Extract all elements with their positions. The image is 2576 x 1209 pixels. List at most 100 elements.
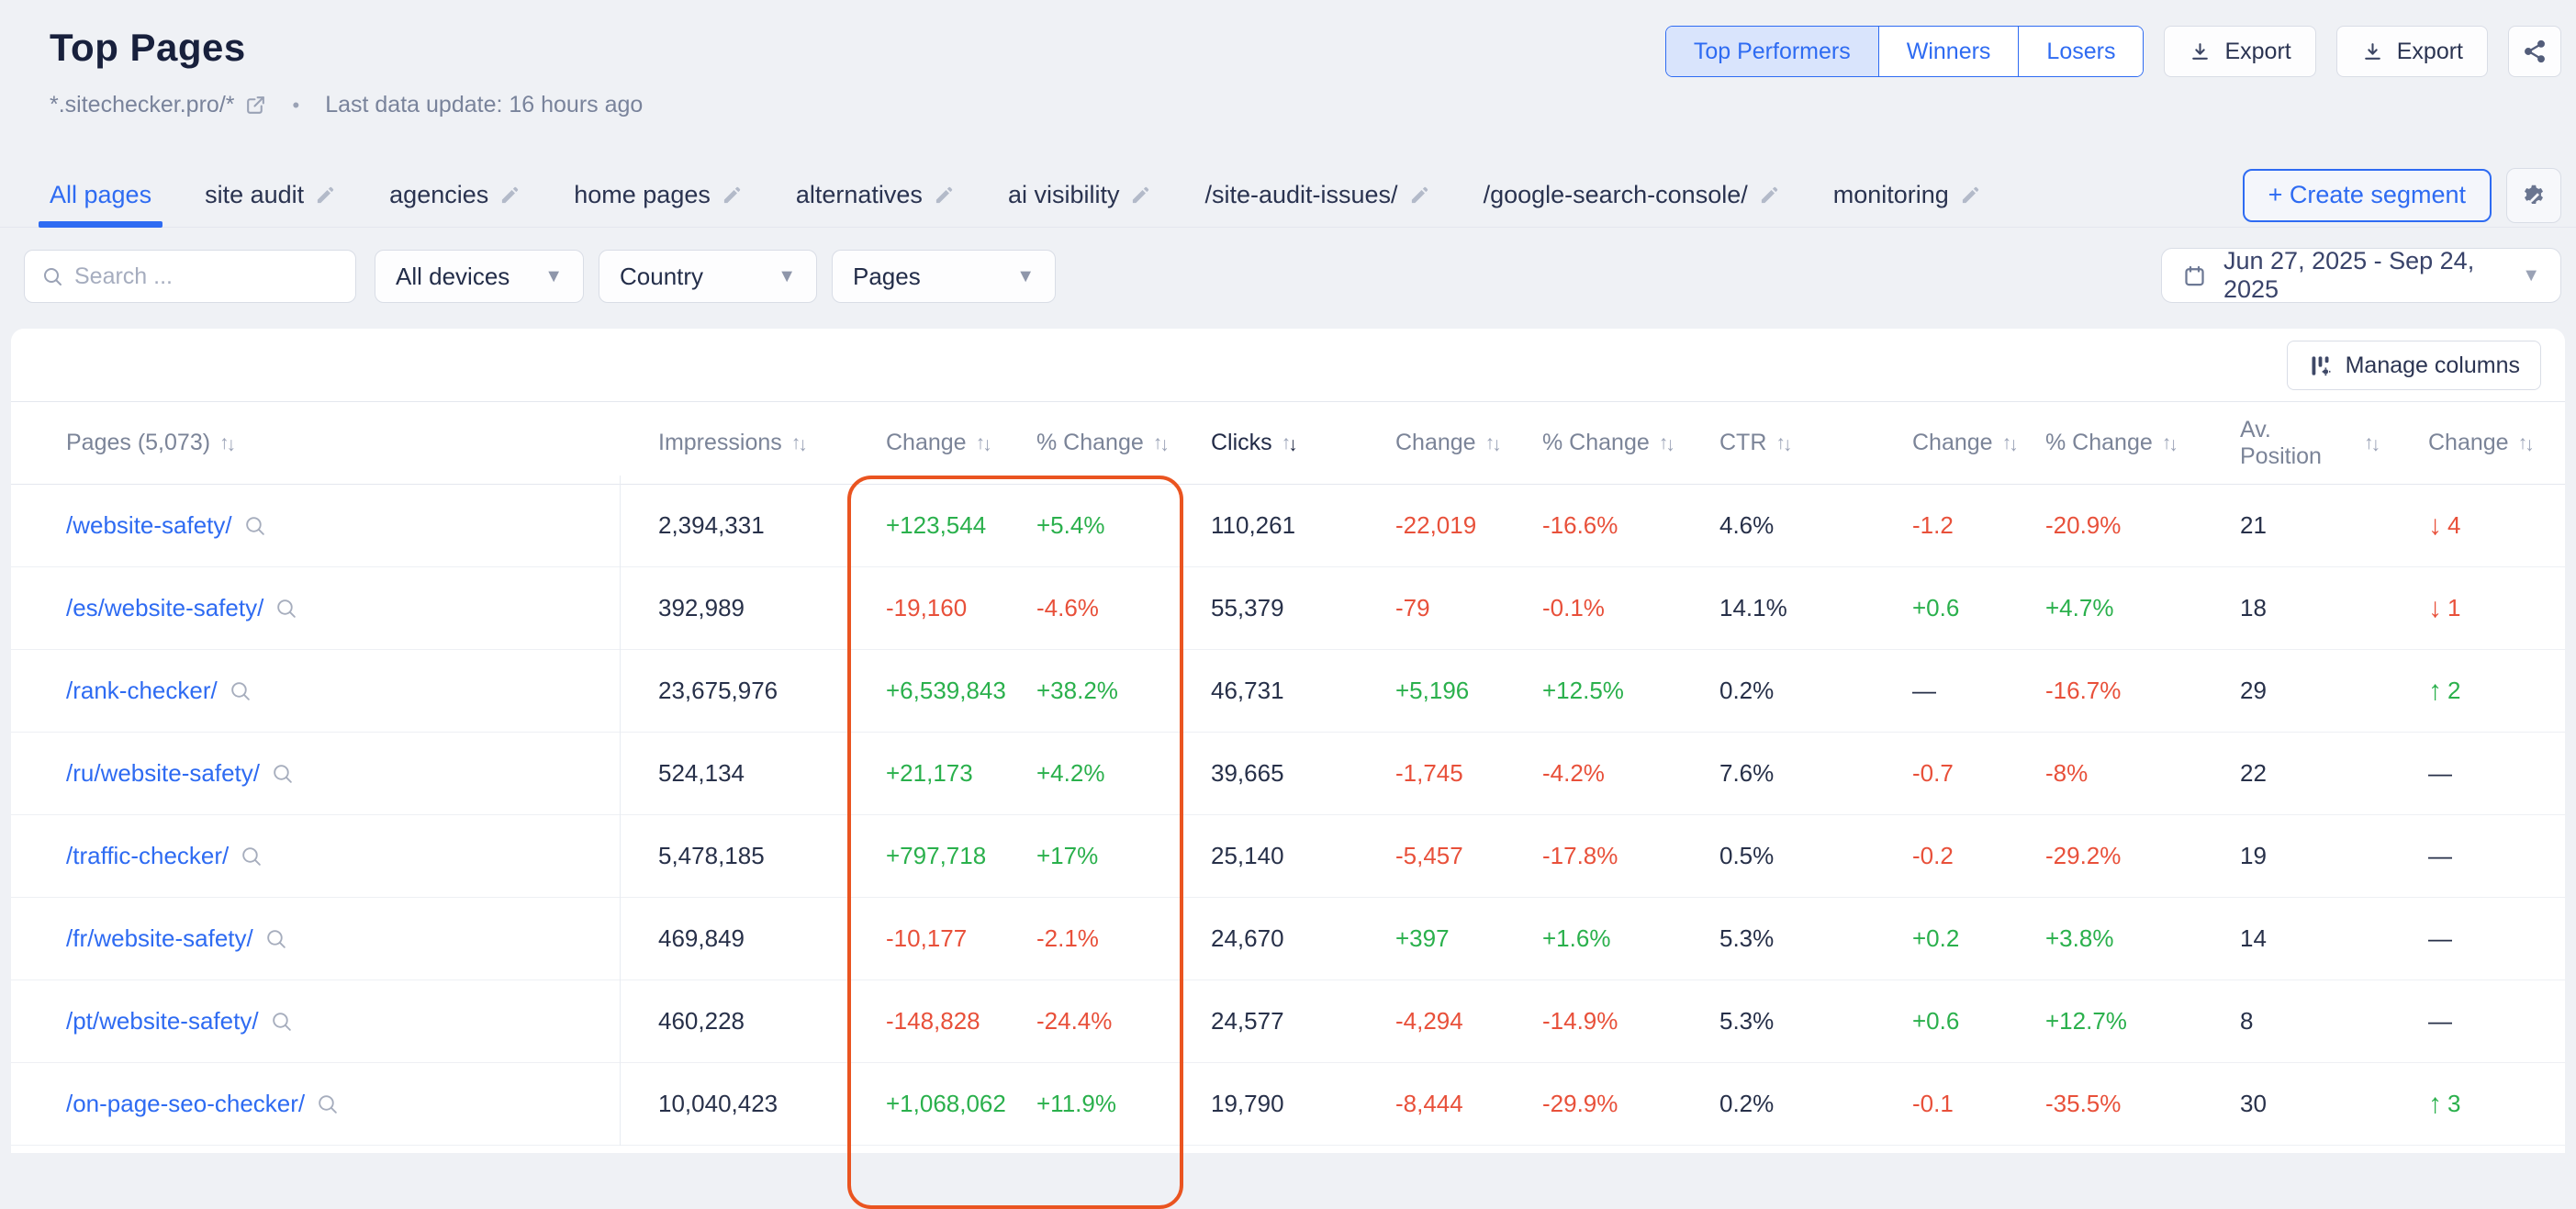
export-button-1[interactable]: Export xyxy=(2164,26,2316,77)
metric-cell: 469,849 xyxy=(658,924,745,952)
tab-monitoring[interactable]: monitoring xyxy=(1833,163,1981,227)
page-link[interactable]: /ru/website-safety/ xyxy=(66,759,260,787)
metric-cell: 5.3% xyxy=(1719,1007,1775,1035)
chevron-down-icon: ▼ xyxy=(2522,264,2540,285)
metric-cell: -8% xyxy=(2045,759,2089,787)
segment-settings-button[interactable] xyxy=(2506,167,2561,223)
magnifier-icon[interactable] xyxy=(271,762,294,785)
column-header-change[interactable]: % Change ↑ ↓ xyxy=(1014,430,1182,456)
column-header-change[interactable]: Change ↑ ↓ xyxy=(849,430,1014,456)
magnifier-icon[interactable] xyxy=(229,679,252,702)
tab-google-search-console[interactable]: /google-search-console/ xyxy=(1484,163,1780,227)
view-toggle-top-performers[interactable]: Top Performers xyxy=(1665,27,1878,76)
create-segment-button[interactable]: + Create segment xyxy=(2242,168,2492,222)
chevron-down-icon: ▼ xyxy=(544,265,563,286)
page-link[interactable]: /website-safety/ xyxy=(66,511,232,539)
magnifier-icon[interactable] xyxy=(240,845,263,868)
column-header-av-position[interactable]: Av. Position ↑ ↓ xyxy=(2203,417,2380,470)
view-toggle-winners[interactable]: Winners xyxy=(1877,27,2019,76)
tab-agencies[interactable]: agencies xyxy=(389,163,521,227)
edit-pencil-icon[interactable] xyxy=(934,185,955,206)
date-range-picker[interactable]: Jun 27, 2025 - Sep 24, 2025 ▼ xyxy=(2161,247,2561,303)
page-cell: /ru/website-safety/ xyxy=(11,759,620,788)
metric-cell: 14.1% xyxy=(1719,594,1787,621)
metric-cell: 22 xyxy=(2240,759,2267,787)
column-header-pages-5-073[interactable]: Pages (5,073) ↑ ↓ xyxy=(11,430,620,456)
table-card: Manage columns Pages (5,073) ↑ ↓ Impression… xyxy=(11,329,2565,1209)
metric-cell: 25,140 xyxy=(1211,842,1284,869)
column-label: % Change xyxy=(2045,430,2153,455)
site-domain-wrap[interactable]: *.sitechecker.pro/* xyxy=(50,92,267,118)
page-link[interactable]: /pt/website-safety/ xyxy=(66,1007,259,1035)
edit-pencil-icon[interactable] xyxy=(1960,185,1981,206)
magnifier-icon[interactable] xyxy=(264,927,287,950)
edit-pencil-icon[interactable] xyxy=(722,185,743,206)
metric-cell: +1,068,062 xyxy=(886,1090,1006,1117)
tab-all-pages[interactable]: All pages xyxy=(38,163,163,228)
column-header-change[interactable]: Change ↑ ↓ xyxy=(1887,430,2020,456)
column-header-impressions[interactable]: Impressions ↑ ↓ xyxy=(620,430,849,456)
sort-icon: ↑ ↓ xyxy=(1658,431,1675,455)
date-range-value: Jun 27, 2025 - Sep 24, 2025 xyxy=(2223,247,2475,303)
share-button[interactable] xyxy=(2508,26,2561,77)
columns-settings-icon xyxy=(2308,353,2333,378)
page-link[interactable]: /on-page-seo-checker/ xyxy=(66,1090,306,1117)
tab-site-audit[interactable]: site audit xyxy=(205,163,336,227)
metric-cell: 24,670 xyxy=(1211,924,1284,952)
edit-pencil-icon[interactable] xyxy=(1409,185,1430,206)
manage-columns-button[interactable]: Manage columns xyxy=(2286,341,2541,390)
download-icon xyxy=(2189,40,2212,63)
magnifier-icon[interactable] xyxy=(316,1092,339,1115)
edit-pencil-icon[interactable] xyxy=(1759,185,1780,206)
position-change-value: 3 xyxy=(2447,1090,2461,1117)
table-row: /fr/website-safety/469,849 -10,177 -2.1% 24… xyxy=(11,898,2565,980)
column-header-change[interactable]: Change ↑ ↓ xyxy=(2378,430,2565,456)
magnifier-icon[interactable] xyxy=(270,1010,293,1033)
metric-cell: +12.7% xyxy=(2045,1007,2127,1035)
metric-cell: +397 xyxy=(1395,924,1450,952)
sort-icon: ↑ ↓ xyxy=(1152,431,1170,455)
magnifier-icon[interactable] xyxy=(243,514,266,537)
page-link[interactable]: /fr/website-safety/ xyxy=(66,924,253,952)
column-header-ctr[interactable]: CTR ↑ ↓ xyxy=(1694,430,1887,456)
edit-pencil-icon[interactable] xyxy=(315,185,336,206)
column-label: Change xyxy=(2428,430,2509,455)
edit-pencil-icon[interactable] xyxy=(499,185,521,206)
country-select[interactable]: Country ▼ xyxy=(599,250,817,303)
metric-cell: +0.6 xyxy=(1912,1007,1960,1035)
search-icon xyxy=(41,265,63,287)
column-header-change[interactable]: Change ↑ ↓ xyxy=(1368,430,1524,456)
metric-cell: -22,019 xyxy=(1395,511,1477,539)
pages-select[interactable]: Pages ▼ xyxy=(832,250,1056,303)
device-select[interactable]: All devices ▼ xyxy=(375,250,584,303)
metric-cell: 5,478,185 xyxy=(658,842,765,869)
external-link-icon[interactable] xyxy=(244,94,267,117)
page-link[interactable]: /es/website-safety/ xyxy=(66,594,264,621)
metric-cell: — xyxy=(1912,677,1936,704)
tabs-actions: + Create segment xyxy=(2242,163,2561,227)
metric-cell: 0.2% xyxy=(1719,677,1775,704)
sort-icon: ↑ ↓ xyxy=(1775,431,1792,455)
column-label: CTR xyxy=(1719,430,1767,455)
metric-cell: -4.6% xyxy=(1036,594,1099,621)
column-header-change[interactable]: % Change ↑ ↓ xyxy=(2020,430,2203,456)
view-toggle-losers[interactable]: Losers xyxy=(2018,27,2144,76)
edit-pencil-icon[interactable] xyxy=(1130,185,1151,206)
table-header-row: Pages (5,073) ↑ ↓ Impressions ↑ ↓ Change ↑ ↓% Ch… xyxy=(11,402,2565,485)
metric-cell: -148,828 xyxy=(886,1007,980,1035)
magnifier-icon[interactable] xyxy=(274,597,297,620)
tab-site-audit-issues[interactable]: /site-audit-issues/ xyxy=(1204,163,1429,227)
metric-cell: -0.2 xyxy=(1912,842,1954,869)
metric-cell: +6,539,843 xyxy=(886,677,1006,704)
top-header: Top Pages *.sitechecker.pro/* • Last dat… xyxy=(0,0,2576,147)
page-link[interactable]: /traffic-checker/ xyxy=(66,842,230,869)
column-header-clicks[interactable]: Clicks ↑ ↓ xyxy=(1182,430,1368,456)
tab-alternatives[interactable]: alternatives xyxy=(796,163,955,227)
page-link[interactable]: /rank-checker/ xyxy=(66,677,218,704)
tab-home-pages[interactable]: home pages xyxy=(574,163,743,227)
column-header-change[interactable]: % Change ↑ ↓ xyxy=(1524,430,1694,456)
export-button-2[interactable]: Export xyxy=(2335,26,2488,77)
tab-ai-visibility[interactable]: ai visibility xyxy=(1008,163,1152,227)
sort-icon: ↑ ↓ xyxy=(2364,431,2380,455)
search-input[interactable] xyxy=(74,263,339,290)
